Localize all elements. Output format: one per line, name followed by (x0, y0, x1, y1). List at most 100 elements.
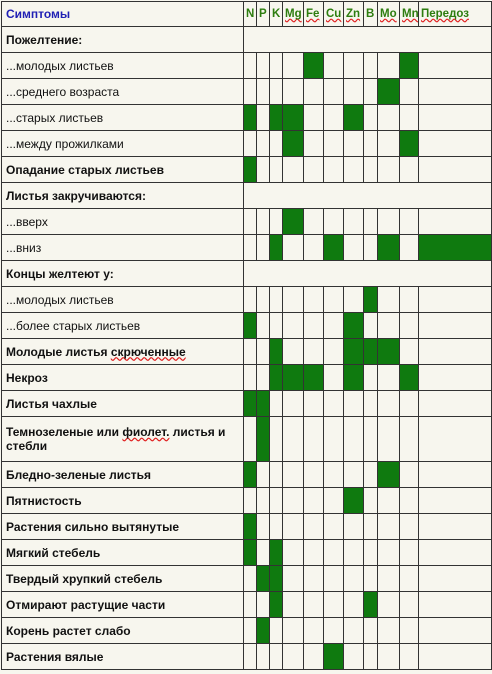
empty-cell (269, 390, 283, 417)
empty-cell (256, 487, 270, 514)
symptom-label: ...вниз (1, 234, 244, 261)
empty-cell (269, 312, 283, 339)
empty-cell (363, 156, 378, 183)
empty-cell (323, 617, 344, 644)
mark-cell (256, 416, 270, 462)
empty-cell (303, 130, 324, 157)
symptom-label: Бледно-зеленые листья (1, 461, 244, 488)
mark-cell (363, 338, 378, 365)
empty-cell (256, 130, 270, 157)
mark-cell (269, 338, 283, 365)
empty-cell (243, 78, 257, 105)
mark-cell (303, 52, 324, 79)
empty-cell (256, 539, 270, 566)
symptom-row: ...старых листьев (1, 104, 492, 131)
empty-cell (256, 52, 270, 79)
empty-cell (269, 156, 283, 183)
empty-cell (256, 338, 270, 365)
empty-cell (343, 286, 364, 313)
mark-cell (256, 565, 270, 592)
empty-cell (377, 591, 400, 618)
empty-cell (377, 364, 400, 391)
mark-cell (399, 130, 419, 157)
empty-cell (377, 643, 400, 670)
empty-cell (399, 565, 419, 592)
empty-cell (418, 104, 492, 131)
symptom-label: ...более старых листьев (1, 312, 244, 339)
empty-cell (363, 390, 378, 417)
mark-cell (377, 461, 400, 488)
empty-cell (399, 513, 419, 540)
empty-cell (399, 416, 419, 462)
element-header: Mo (377, 1, 400, 27)
empty-cell (243, 364, 257, 391)
mark-cell (269, 234, 283, 261)
element-header: Mn (399, 1, 419, 27)
mark-cell (256, 617, 270, 644)
empty-cell (303, 208, 324, 235)
empty-cell (303, 565, 324, 592)
empty-cell (323, 52, 344, 79)
symptoms-header: Симптомы (1, 1, 244, 27)
symptom-row: ...между прожилками (1, 130, 492, 157)
empty-cell (256, 461, 270, 488)
symptom-row: Некроз (1, 364, 492, 391)
symptom-row: ...вверх (1, 208, 492, 235)
empty-cell (303, 312, 324, 339)
empty-cell (399, 338, 419, 365)
empty-cell (363, 52, 378, 79)
empty-cell (269, 487, 283, 514)
empty-cell (269, 461, 283, 488)
empty-cell (323, 390, 344, 417)
mark-cell (282, 364, 304, 391)
mark-cell (343, 338, 364, 365)
empty-cell (377, 487, 400, 514)
element-header: Передоз (418, 1, 492, 27)
empty-cell (377, 104, 400, 131)
empty-cell (343, 234, 364, 261)
empty-cell (343, 208, 364, 235)
empty-cell (303, 513, 324, 540)
symptom-row: Растения вялые (1, 643, 492, 670)
empty-cell (303, 104, 324, 131)
symptom-label: Корень растет слабо (1, 617, 244, 644)
empty-cell (363, 513, 378, 540)
empty-cell (243, 286, 257, 313)
empty-cell (418, 338, 492, 365)
empty-cell (418, 416, 492, 462)
empty-cell (256, 643, 270, 670)
empty-cell (343, 390, 364, 417)
mark-cell (269, 104, 283, 131)
symptom-label: ...молодых листьев (1, 286, 244, 313)
empty-cell (399, 617, 419, 644)
empty-cell (323, 286, 344, 313)
empty-cell (418, 461, 492, 488)
empty-cell (243, 234, 257, 261)
empty-cell (243, 591, 257, 618)
empty-cell (269, 617, 283, 644)
mark-cell (343, 364, 364, 391)
empty-cell (343, 156, 364, 183)
empty-cell (418, 312, 492, 339)
group-label: Концы желтеют у: (1, 260, 244, 287)
mark-cell (399, 52, 419, 79)
empty-cell (399, 78, 419, 105)
empty-cell (269, 286, 283, 313)
symptom-label: ...старых листьев (1, 104, 244, 131)
empty-cell (303, 591, 324, 618)
empty-cell (418, 617, 492, 644)
empty-cell (256, 104, 270, 131)
mark-cell (282, 208, 304, 235)
empty-cell (303, 617, 324, 644)
empty-cell (323, 208, 344, 235)
empty-cell (243, 416, 257, 462)
empty-cell (343, 78, 364, 105)
empty-cell (323, 130, 344, 157)
symptom-row: Мягкий стебель (1, 539, 492, 566)
empty-cell (399, 539, 419, 566)
empty-cell (323, 78, 344, 105)
empty-cell (377, 208, 400, 235)
empty-cell (303, 461, 324, 488)
empty-cell (323, 461, 344, 488)
